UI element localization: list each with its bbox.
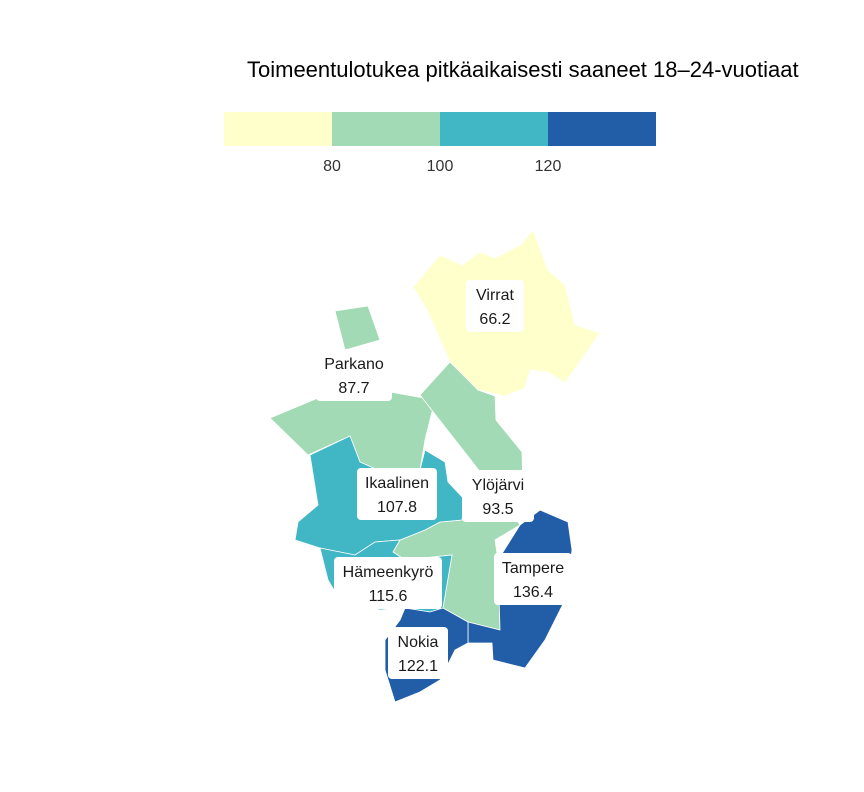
legend-tick-label: 100 [427,158,454,175]
map-title: Toimeentulotukea pitkäaikaisesti saaneet… [247,57,799,82]
legend-swatch-3 [440,112,548,146]
region-label-parkano: Parkano 87.7 [316,349,392,401]
region-name: Parkano [324,356,384,373]
region-label-tampere: Tampere 136.4 [494,553,572,605]
label-box [466,280,524,332]
region-name: Nokia [398,634,439,651]
region-label-hameenkyro: Hämeenkyrö 115.6 [334,557,442,609]
region-value: 115.6 [369,588,408,605]
region-labels: Virrat 66.2 Parkano 87.7 Ikaalinen 107.8… [316,280,572,679]
region-value: 93.5 [482,501,513,518]
region-label-virrat: Virrat 66.2 [466,280,524,332]
region-parkano[interactable] [334,305,381,351]
region-label-nokia: Nokia 122.1 [388,627,448,679]
region-name: Virrat [476,287,514,304]
region-name: Ylöjärvi [472,477,524,494]
region-name: Ikaalinen [365,475,429,492]
label-box [316,349,392,401]
label-box [462,470,534,522]
legend-swatch-1 [224,112,332,146]
region-value: 122.1 [398,658,438,675]
legend-swatch-2 [332,112,440,146]
region-value: 87.7 [338,380,369,397]
legend-tick-label: 120 [535,158,562,175]
label-box [334,557,442,609]
label-box [388,627,448,679]
label-box [494,553,572,605]
region-value: 136.4 [513,584,553,601]
region-label-ylojarvi: Ylöjärvi 93.5 [462,470,534,522]
region-value: 66.2 [479,311,510,328]
color-legend: 80 100 120 [224,112,656,175]
region-value: 107.8 [377,499,417,516]
region-name: Hämeenkyrö [343,564,434,581]
legend-tick-label: 80 [323,158,341,175]
legend-swatch-4 [548,112,656,146]
region-label-ikaalinen: Ikaalinen 107.8 [357,468,437,520]
label-box [357,468,437,520]
region-name: Tampere [502,560,564,577]
